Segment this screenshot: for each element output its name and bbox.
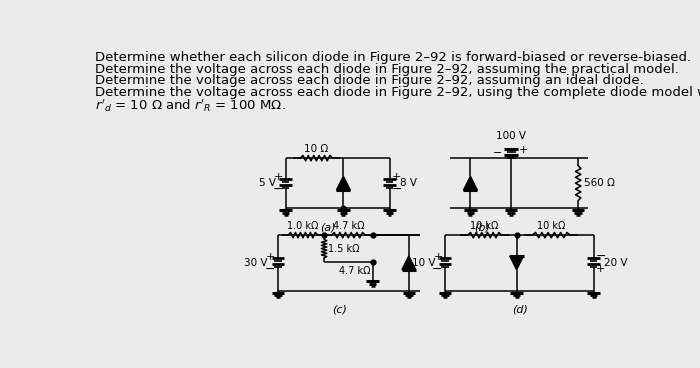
Polygon shape <box>402 256 416 270</box>
Text: 30 V: 30 V <box>244 258 267 268</box>
Text: 4.7 kΩ: 4.7 kΩ <box>339 266 370 276</box>
Polygon shape <box>463 176 477 190</box>
Text: +: + <box>519 145 528 155</box>
Text: 5 V: 5 V <box>260 178 276 188</box>
Text: +: + <box>596 264 605 274</box>
Text: 10 Ω: 10 Ω <box>304 144 328 154</box>
Text: −: − <box>392 183 402 196</box>
Text: (d): (d) <box>512 304 528 314</box>
Text: 560 Ω: 560 Ω <box>584 178 615 188</box>
Text: (c): (c) <box>332 304 347 314</box>
Text: 10 kΩ: 10 kΩ <box>537 221 566 231</box>
Text: 4.7 kΩ: 4.7 kΩ <box>332 221 364 231</box>
Text: +: + <box>433 252 442 262</box>
Text: 20 V: 20 V <box>604 258 628 268</box>
Text: 100 V: 100 V <box>496 131 526 141</box>
Text: 1.5 kΩ: 1.5 kΩ <box>328 244 360 254</box>
Text: Determine the voltage across each diode in Figure 2–92, using the complete diode: Determine the voltage across each diode … <box>95 86 700 99</box>
Text: 8 V: 8 V <box>400 178 417 188</box>
Polygon shape <box>337 176 350 190</box>
Text: (b): (b) <box>474 222 490 232</box>
Text: −: − <box>432 262 442 276</box>
Text: −: − <box>273 183 284 196</box>
Text: 10 V: 10 V <box>412 258 435 268</box>
Text: +: + <box>266 252 276 262</box>
Text: 1.0 kΩ: 1.0 kΩ <box>287 221 318 231</box>
Text: −: − <box>596 250 606 263</box>
Text: $r'_d$ = 10 Ω and $r'_R$ = 100 MΩ.: $r'_d$ = 10 Ω and $r'_R$ = 100 MΩ. <box>95 97 286 114</box>
Text: +: + <box>392 172 401 182</box>
Text: −: − <box>265 262 276 276</box>
Text: Determine whether each silicon diode in Figure 2–92 is forward-biased or reverse: Determine whether each silicon diode in … <box>95 51 692 64</box>
Text: +: + <box>274 172 284 182</box>
Text: −: − <box>493 148 502 158</box>
Text: 10 kΩ: 10 kΩ <box>470 221 499 231</box>
Polygon shape <box>510 256 524 270</box>
Text: (a): (a) <box>320 222 336 232</box>
Text: Determine the voltage across each diode in Figure 2–92, assuming the practical m: Determine the voltage across each diode … <box>95 63 679 76</box>
Text: Determine the voltage across each diode in Figure 2–92, assuming an ideal diode.: Determine the voltage across each diode … <box>95 74 644 87</box>
